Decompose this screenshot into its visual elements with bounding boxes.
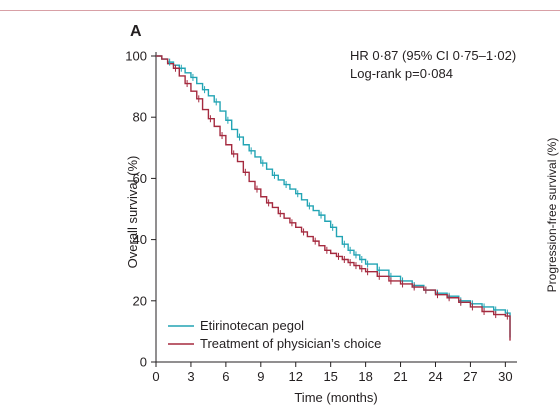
x-tick-label: 18 — [358, 369, 372, 384]
x-axis-label: Time (months) — [294, 390, 377, 405]
physicians-choice-survival-curve — [156, 55, 511, 341]
legend-label-physicians-choice: Treatment of physician’s choice — [200, 336, 381, 351]
y-tick-label: 40 — [133, 232, 147, 247]
legend: Etirinotecan pegol Treatment of physicia… — [168, 318, 381, 351]
x-tick-label: 21 — [393, 369, 407, 384]
x-tick-label: 12 — [289, 369, 303, 384]
x-tick-label: 0 — [152, 369, 159, 384]
clipped-pfs-axis-label: Progression-free survival (%) — [545, 138, 559, 293]
x-tick-label: 24 — [428, 369, 442, 384]
etirinotecan-survival-curve — [156, 55, 511, 338]
y-tick-label: 0 — [140, 355, 147, 370]
x-tick-label: 9 — [257, 369, 264, 384]
x-tick-label: 15 — [323, 369, 337, 384]
survival-curves — [156, 55, 511, 341]
x-tick-label: 6 — [222, 369, 229, 384]
y-tick-label: 20 — [133, 293, 147, 308]
x-tick-label: 3 — [187, 369, 194, 384]
x-tick-label: 27 — [463, 369, 477, 384]
panel-label: A — [130, 23, 142, 40]
log-rank-annotation: Log-rank p=0·084 — [350, 66, 453, 81]
axes: 0 3 6 9 12 15 18 21 24 27 30 0 20 40 60 80 100 — [125, 49, 517, 384]
y-tick-label: 80 — [133, 110, 147, 125]
censor-marks — [169, 58, 508, 320]
legend-label-etirinotecan: Etirinotecan pegol — [200, 318, 304, 333]
hazard-ratio-annotation: HR 0·87 (95% CI 0·75–1·02) — [350, 48, 516, 63]
top-rule — [0, 10, 560, 11]
y-tick-label: 60 — [133, 171, 147, 186]
y-tick-label: 100 — [125, 49, 147, 64]
y-axis-label: Overall survival (%) — [125, 156, 140, 269]
x-tick-label: 30 — [498, 369, 512, 384]
